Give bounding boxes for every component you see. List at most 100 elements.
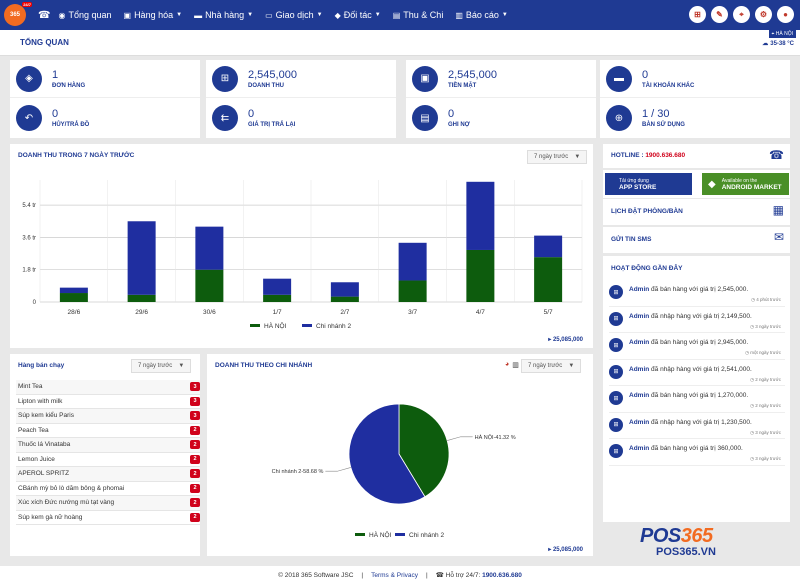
account-button[interactable]: ●	[777, 6, 794, 23]
main-menu: ◉ Tổng quan ▣ Hàng hóa ▼ ▬ Nhà hàng ▼ ▭ Giao dịch…	[58, 10, 519, 20]
stat-item[interactable]: ▣ 2,545,000 TIỀN MẶT	[406, 60, 596, 98]
count-badge: 3	[190, 396, 200, 406]
activity-item: ⊞ Admin đã nhập hàng với giá trị 1,230,50…	[609, 413, 785, 439]
list-item[interactable]: Mint Tea 3	[16, 380, 200, 395]
activity-item: ⊞ Admin đã nhập hàng với giá trị 2,149,50…	[609, 307, 785, 333]
branch-revenue-title: DOANH THU THEO CHI NHÁNH	[215, 362, 313, 369]
nav-item-5[interactable]: ▤ Thu & Chi	[393, 10, 444, 20]
weather-widget: ☁ 35-38 °C	[762, 40, 794, 48]
users-icon: ◆	[334, 10, 341, 20]
list-item[interactable]: CBánh mỳ bỏ lò dăm bông & phomai 2	[16, 482, 200, 496]
stat-label: GIÁ TRỊ TRẢ LẠI	[248, 122, 296, 128]
activity-user[interactable]: Admin	[629, 312, 650, 320]
activity-user[interactable]: Admin	[629, 286, 650, 293]
settings-button[interactable]: ⚙	[755, 6, 772, 23]
stat-card: ▣ 2,545,000 TIỀN MẶT ▤ 0 GHI NỢ	[406, 60, 596, 138]
edit-button[interactable]: ✎	[711, 6, 728, 23]
count-badge: 2	[190, 454, 200, 464]
chart-type-toggle: ◕ ▥	[505, 361, 519, 369]
cart-button[interactable]: ⊞	[689, 6, 706, 23]
count-badge: 2	[190, 483, 200, 493]
phone-icon[interactable]: ☎	[38, 9, 51, 21]
activity-text: đã bán hàng với giá trị 1,270,000.	[649, 392, 749, 399]
list-item[interactable]: Súp kem kiểu Paris 3	[16, 409, 200, 424]
x-tick-label: 4/7	[476, 309, 485, 316]
phone-square-icon[interactable]: ☎	[769, 148, 784, 162]
activity-user[interactable]: Admin	[629, 365, 650, 373]
stat-item[interactable]: ⇇ 0 GIÁ TRỊ TRẢ LẠI	[206, 99, 396, 137]
activity-item: ⊞ Admin đã bán hàng với giá trị 1,270,000…	[609, 386, 785, 413]
nav-item-6[interactable]: ▥ Báo cáo ▼	[455, 10, 508, 20]
brand-url: POS365.VN	[656, 546, 716, 558]
caret-down-icon: ▼	[178, 363, 185, 369]
stat-item[interactable]: ▬ 0 TÀI KHOẢN KHÁC	[600, 60, 790, 98]
nav-item-label: Giao dịch	[275, 10, 314, 20]
pie-chart-icon[interactable]: ◕	[505, 361, 510, 368]
stat-item[interactable]: ↶ 0 HỦY/TRẢ ĐỒ	[10, 99, 200, 137]
product-name: Xúc xích Đức nướng mù tạt vàng	[18, 499, 115, 507]
list-item[interactable]: Peach Tea 2	[16, 424, 200, 438]
app-logo[interactable]: 365 24/7	[4, 2, 32, 26]
bar-branch2	[534, 235, 563, 258]
terms-link[interactable]: Terms & Privacy	[371, 571, 419, 579]
app-store-button[interactable]: Tải ứng dụng APP STORE	[605, 173, 692, 195]
activity-user[interactable]: Admin	[629, 445, 650, 452]
nav-item-4[interactable]: ◆ Đối tác ▼	[335, 10, 381, 20]
list-item[interactable]: Lipton with milk 3	[16, 395, 200, 409]
list-item[interactable]: Thuốc lá Vinataba 2	[16, 438, 200, 453]
stat-item[interactable]: ◈ 1 ĐƠN HÀNG	[10, 60, 200, 98]
brand-name-a: POS	[640, 525, 681, 547]
branch-range-select[interactable]: 7 ngày trước ▼	[521, 359, 582, 373]
store-icon: ▬	[194, 10, 203, 20]
stat-item[interactable]: ⊕ 1 / 30 BÀN SỬ DỤNG	[600, 99, 790, 137]
stat-item[interactable]: ⊞ 2,545,000 DOANH THU	[206, 60, 396, 98]
nav-item-2[interactable]: ▬ Nhà hàng ▼	[194, 10, 253, 20]
clock-icon: ◷	[750, 403, 756, 408]
cart-icon: ⊞	[609, 338, 623, 352]
clock-icon: ◷	[751, 297, 757, 302]
nav-item-3[interactable]: ▭ Giao dịch ▼	[265, 10, 323, 20]
activity-item: ⊞ Admin đã bán hàng với giá trị 360,000. ◷…	[609, 439, 785, 466]
cart-icon: ⊞	[609, 391, 623, 405]
sms-label: GỬI TIN SMS	[611, 236, 652, 243]
legend-swatch	[302, 324, 312, 327]
report-icon: ▥	[455, 10, 463, 20]
hotline-number[interactable]: 1900.636.680	[645, 152, 686, 159]
product-name: CBánh mỳ bỏ lò dăm bông & phomai	[18, 484, 125, 492]
branch-selector[interactable]: ⌖ HÀ NỘI	[768, 30, 796, 38]
revenue-range-select[interactable]: 7 ngày trước ▼	[527, 150, 588, 164]
bar-chart-icon[interactable]: ▥	[512, 362, 519, 369]
branch-range-value: 7 ngày trước	[528, 363, 563, 369]
product-name: Súp kem kiểu Paris	[18, 412, 74, 420]
nav-item-label: Thu & Chi	[403, 10, 444, 20]
activity-time: 4 phút trước	[756, 297, 781, 302]
activity-time: 3 ngày trước	[755, 456, 781, 461]
list-item[interactable]: APEROL SPRITZ 2	[16, 467, 200, 482]
android-market-button[interactable]: ◆ Available on the ANDROID MARKET	[702, 173, 789, 195]
location-button[interactable]: ⌖	[733, 6, 750, 23]
stat-item[interactable]: ▤ 0 GHI NỢ	[406, 99, 596, 137]
android-big-text: ANDROID MARKET	[721, 183, 782, 191]
bestsellers-range-select[interactable]: 7 ngày trước ▼	[131, 359, 192, 373]
bar-branch2	[466, 181, 495, 250]
page-footer: © 2018 365 Software JSC | Terms & Privac…	[0, 566, 800, 584]
nav-item-1[interactable]: ▣ Hàng hóa ▼	[124, 10, 183, 20]
nav-item-0[interactable]: ◉ Tổng quan	[58, 10, 111, 20]
list-item[interactable]: Lemon Juice 2	[16, 453, 200, 467]
activity-user[interactable]: Admin	[629, 339, 650, 346]
sms-box[interactable]: GỬI TIN SMS ✉	[603, 227, 790, 253]
activity-user[interactable]: Admin	[629, 418, 650, 426]
clock-icon: ◷	[750, 429, 756, 435]
activity-user[interactable]: Admin	[629, 392, 650, 399]
bar-branch2	[398, 242, 427, 281]
pie-slice-0	[398, 403, 450, 498]
brand-name-b: 365	[680, 525, 713, 547]
logo-text: 365	[9, 12, 20, 18]
booking-box[interactable]: LỊCH ĐẶT PHÒNG/BÀN ▦	[603, 199, 790, 225]
list-item[interactable]: Súp kem gà nữ hoàng 2	[16, 511, 200, 525]
list-item[interactable]: Xúc xích Đức nướng mù tạt vàng 2	[16, 496, 200, 511]
stat-value: 1	[52, 68, 59, 81]
caret-down-icon: ▼	[374, 12, 381, 18]
cart-icon: ⊞	[212, 65, 238, 92]
bar-hanoi	[263, 294, 292, 302]
